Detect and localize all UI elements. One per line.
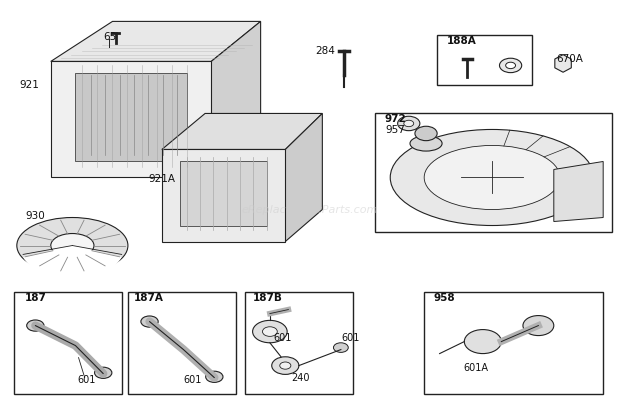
Text: 188A: 188A xyxy=(446,36,476,46)
Polygon shape xyxy=(285,114,322,241)
Text: 972: 972 xyxy=(384,114,406,125)
Polygon shape xyxy=(162,150,285,241)
Circle shape xyxy=(280,362,291,369)
Polygon shape xyxy=(76,73,187,162)
Text: 957: 957 xyxy=(385,125,405,135)
Bar xyxy=(14,291,122,394)
Polygon shape xyxy=(180,162,267,226)
Polygon shape xyxy=(211,21,260,177)
Circle shape xyxy=(506,62,516,69)
Text: 921: 921 xyxy=(19,81,39,90)
Circle shape xyxy=(334,343,348,352)
Bar xyxy=(245,291,353,394)
Text: 601: 601 xyxy=(78,375,95,384)
Circle shape xyxy=(27,320,44,331)
Polygon shape xyxy=(51,21,260,61)
Polygon shape xyxy=(554,162,603,222)
Text: 65: 65 xyxy=(103,32,116,42)
Wedge shape xyxy=(23,245,122,280)
Bar xyxy=(436,35,532,85)
Text: eReplacementParts.com: eReplacementParts.com xyxy=(242,204,378,214)
Ellipse shape xyxy=(424,145,560,210)
Polygon shape xyxy=(555,55,571,72)
Ellipse shape xyxy=(51,233,94,258)
Bar xyxy=(375,114,613,231)
Text: 670A: 670A xyxy=(556,54,583,64)
Text: 187B: 187B xyxy=(253,293,283,303)
Text: 284: 284 xyxy=(316,46,335,56)
Circle shape xyxy=(500,58,521,73)
Text: 187: 187 xyxy=(24,293,46,303)
Text: 601A: 601A xyxy=(463,363,488,373)
Circle shape xyxy=(95,367,112,378)
Text: 601: 601 xyxy=(184,375,202,384)
Circle shape xyxy=(404,120,414,127)
Circle shape xyxy=(252,320,287,343)
Bar xyxy=(424,291,603,394)
Ellipse shape xyxy=(17,218,128,274)
Ellipse shape xyxy=(390,129,594,226)
Bar xyxy=(128,291,236,394)
Text: 930: 930 xyxy=(25,210,45,220)
Circle shape xyxy=(262,327,277,337)
Text: 187A: 187A xyxy=(133,293,163,303)
Circle shape xyxy=(523,316,554,336)
Circle shape xyxy=(415,126,437,141)
Polygon shape xyxy=(162,114,322,150)
Circle shape xyxy=(141,316,158,327)
Text: 240: 240 xyxy=(291,373,310,382)
Ellipse shape xyxy=(410,136,442,151)
Circle shape xyxy=(272,357,299,374)
Text: 958: 958 xyxy=(434,293,455,303)
Text: 921A: 921A xyxy=(148,174,175,185)
Polygon shape xyxy=(51,61,211,177)
Text: 601: 601 xyxy=(273,332,291,343)
Text: 601: 601 xyxy=(341,332,360,343)
Circle shape xyxy=(206,371,223,382)
Circle shape xyxy=(397,116,420,131)
Circle shape xyxy=(464,330,502,353)
